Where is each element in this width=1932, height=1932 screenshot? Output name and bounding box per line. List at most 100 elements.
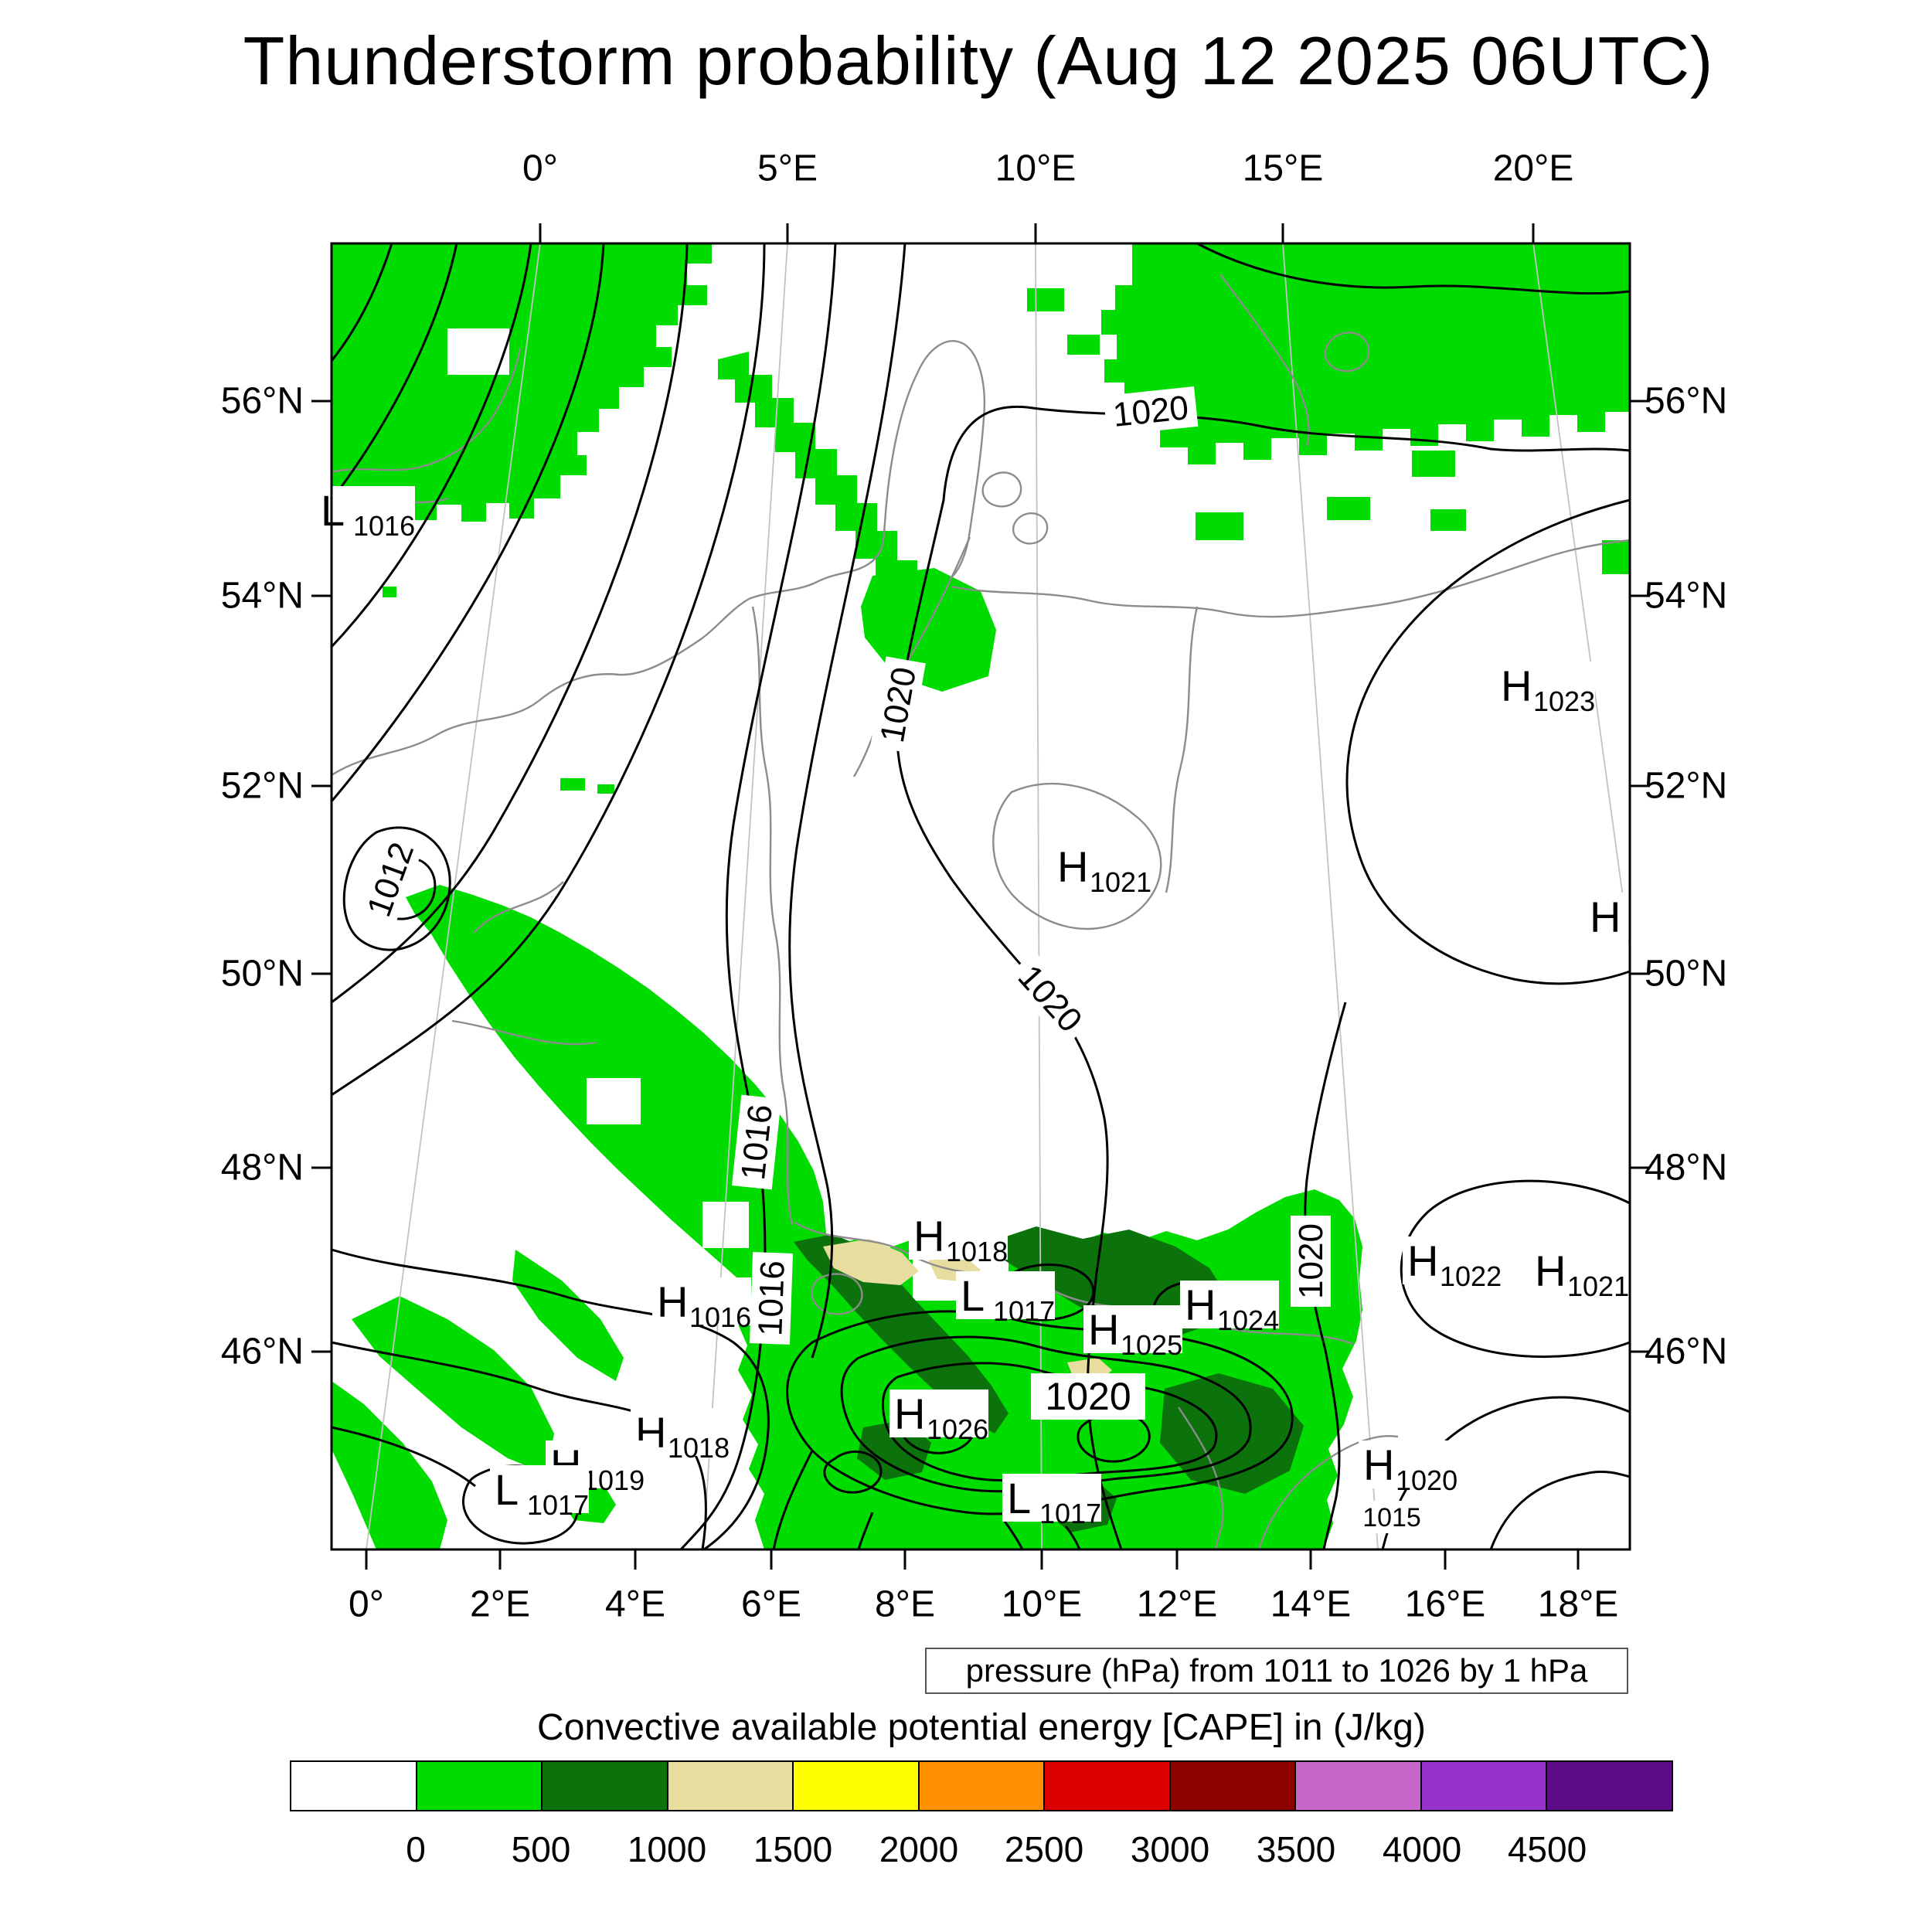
cape-patch [383,587,396,597]
svg-text:1015: 1015 [1362,1503,1421,1532]
pressure-contour [1489,1471,1631,1550]
axis-label-right-0: 56°N [1645,380,1728,422]
pressure-contour [330,243,532,648]
svg-text:H: H [1501,662,1532,710]
svg-text:1018: 1018 [946,1236,1008,1267]
high-pressure-marker: H 1021 [1053,842,1151,898]
svg-text:L: L [321,486,345,535]
coastline [331,597,750,777]
low-pressure-marker: L 1017 [1002,1474,1101,1529]
axis-label-top-3: 15°E [1242,148,1324,189]
axis-label-left-2: 52°N [220,765,304,807]
low-pressure-marker: L 1017 [956,1271,1055,1327]
border-line [1165,606,1199,893]
colorbar-cell [417,1762,543,1810]
border-line [793,1220,1354,1345]
svg-text:H: H [1057,842,1088,891]
cape-patch [512,1250,624,1381]
meridian-line [702,243,788,1550]
axis-label-bottom-7: 14°E [1270,1583,1352,1625]
axis-label-top-0: 0° [522,148,558,189]
coastline [981,471,1022,508]
axis-label-bottom-5: 10°E [1001,1583,1083,1625]
contour-label: 1012 [355,829,425,930]
svg-text:H: H [1535,1247,1566,1295]
high-pressure-marker: H 1021 [1530,1247,1629,1302]
axis-label-right-3: 50°N [1645,953,1728,995]
svg-text:H: H [1185,1281,1216,1329]
contour-label: 1020 [1291,1216,1331,1307]
map-frame [330,242,1631,1551]
axis-label-top-2: 10°E [995,148,1077,189]
axis-label-right-1: 54°N [1645,575,1728,617]
meridian-line [1035,243,1043,1550]
river-line [473,881,564,934]
axis-label-bottom-1: 2°E [470,1583,530,1625]
pressure-contour [823,1450,883,1494]
svg-text:H: H [1088,1305,1119,1354]
high-pressure-marker: H 1023 [1496,662,1595,717]
svg-text:L: L [1007,1474,1031,1522]
pressure-contour [881,1362,1218,1482]
svg-text:H: H [657,1277,688,1326]
colorbar-tick-label: 500 [511,1829,571,1869]
colorbar-cell [1045,1762,1171,1810]
coastline [1257,1435,1399,1550]
colorbar-cell [1170,1762,1297,1810]
svg-text:1022: 1022 [1440,1260,1502,1292]
svg-text:H: H [1590,893,1621,941]
colorbar-cell [1547,1762,1672,1810]
svg-text:1020: 1020 [1396,1464,1458,1496]
contour-label: 1020 [870,656,926,753]
pressure-contour [331,243,766,1097]
pressure-contour [1381,1396,1631,1550]
axis-label-right-2: 52°N [1645,765,1728,807]
cape-patch [1430,509,1466,531]
svg-text:L: L [495,1465,519,1514]
pressure-contour [772,1450,814,1550]
colorbar-tick-label: 4500 [1507,1829,1587,1869]
svg-text:H: H [913,1212,944,1260]
cape-patch [597,784,614,794]
contour-label: 1016 [749,1252,794,1345]
svg-text:1025: 1025 [1121,1329,1182,1361]
svg-text:1016: 1016 [734,1103,780,1182]
axis-label-right-5: 46°N [1645,1331,1728,1372]
svg-text:1021: 1021 [1090,866,1151,898]
axis-label-bottom-4: 8°E [875,1583,935,1625]
svg-text:L: L [961,1271,985,1320]
svg-text:1016: 1016 [751,1260,791,1337]
pressure-contour [1400,1179,1631,1359]
high-pressure-marker: H 1018 [631,1408,730,1464]
colorbar-tick-label: 3000 [1130,1829,1210,1869]
pressure-contour [1196,242,1631,295]
axis-label-left-1: 54°N [220,575,304,617]
cape-regions-low [332,243,1630,1549]
colorbar-tick-label: 3500 [1256,1829,1336,1869]
colorbar-tick-label: 0 [406,1829,426,1869]
colorbar-tick-label: 2500 [1004,1829,1084,1869]
svg-text:1021: 1021 [1567,1270,1629,1302]
axis-label-left-0: 56°N [220,380,304,422]
coastline [1219,274,1310,447]
tick-marks [311,223,1650,1570]
cape-patch [406,885,834,1325]
pressure-contour [331,1341,707,1550]
axis-label-bottom-2: 4°E [605,1583,665,1625]
svg-text:H: H [1407,1236,1438,1285]
coastline [1012,512,1049,545]
svg-text:1020: 1020 [873,665,923,746]
axis-label-bottom-8: 16°E [1404,1583,1486,1625]
colorbar-title: Convective available potential energy [C… [537,1707,1426,1748]
svg-text:1023: 1023 [1533,685,1595,717]
svg-text:1019: 1019 [583,1464,645,1496]
svg-text:1020: 1020 [1292,1223,1330,1299]
colorbar-cell [1296,1762,1422,1810]
axis-label-bottom-0: 0° [349,1583,384,1625]
pressure-contour [1304,1002,1347,1550]
coastline [951,539,1631,618]
coastline [748,340,986,600]
cape-patch [1067,335,1100,355]
contour-labels: 1020 1020 1012 1016 1016 1020 1020 1020 … [355,386,1427,1533]
svg-text:H: H [1363,1440,1394,1489]
